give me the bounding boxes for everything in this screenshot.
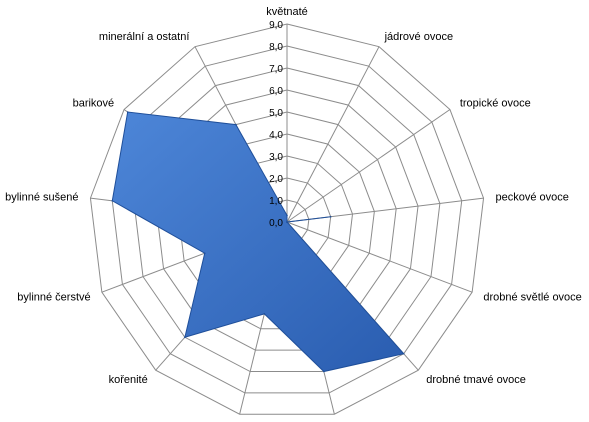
category-label: peckové ovoce — [495, 192, 568, 204]
radar-series — [111, 111, 405, 373]
data-point — [286, 214, 288, 217]
data-point — [235, 123, 237, 126]
data-point — [286, 221, 288, 223]
tick-label: 5,0 — [269, 108, 283, 119]
tick-label: 0,0 — [269, 218, 283, 229]
category-label: drobné světlé ovoce — [483, 291, 581, 303]
radial-tick-labels: 0,0 1,0 2,0 3,0 4,0 5,0 6,0 7,0 8,0 9,0 — [269, 20, 283, 229]
data-point — [323, 370, 325, 373]
category-label: tropické ovoce — [460, 98, 531, 110]
tick-label: 6,0 — [269, 86, 283, 97]
tick-label: 3,0 — [269, 152, 283, 163]
data-point — [184, 336, 186, 339]
category-label: kořenité — [109, 374, 148, 386]
tick-label: 1,0 — [269, 196, 283, 207]
data-point — [111, 199, 114, 202]
grid-ring — [89, 23, 485, 415]
category-label: jádrové ovoce — [384, 31, 454, 43]
category-label: květnaté — [266, 6, 308, 18]
data-point — [402, 352, 405, 355]
data-point — [203, 252, 206, 255]
grid-spoke — [286, 109, 451, 223]
tick-label: 7,0 — [269, 64, 283, 75]
category-label: bylinné sušené — [5, 192, 78, 204]
grid-spoke — [286, 221, 473, 293]
category-label: bylinné čerstvé — [17, 291, 90, 303]
category-labels: květnaté jádrové ovoce tropické ovoce pecko… — [5, 6, 582, 386]
data-point — [263, 313, 266, 315]
data-point — [329, 215, 332, 218]
category-label: barikové — [73, 98, 115, 110]
grid-spoke — [286, 46, 380, 223]
category-label: minerální a ostatní — [99, 31, 190, 43]
tick-label: 2,0 — [269, 174, 283, 185]
category-label: drobné tmavé ovoce — [426, 374, 526, 386]
tick-label: 9,0 — [269, 20, 283, 31]
data-point — [126, 111, 129, 113]
tick-label: 8,0 — [269, 42, 283, 53]
tick-label: 4,0 — [269, 130, 283, 141]
